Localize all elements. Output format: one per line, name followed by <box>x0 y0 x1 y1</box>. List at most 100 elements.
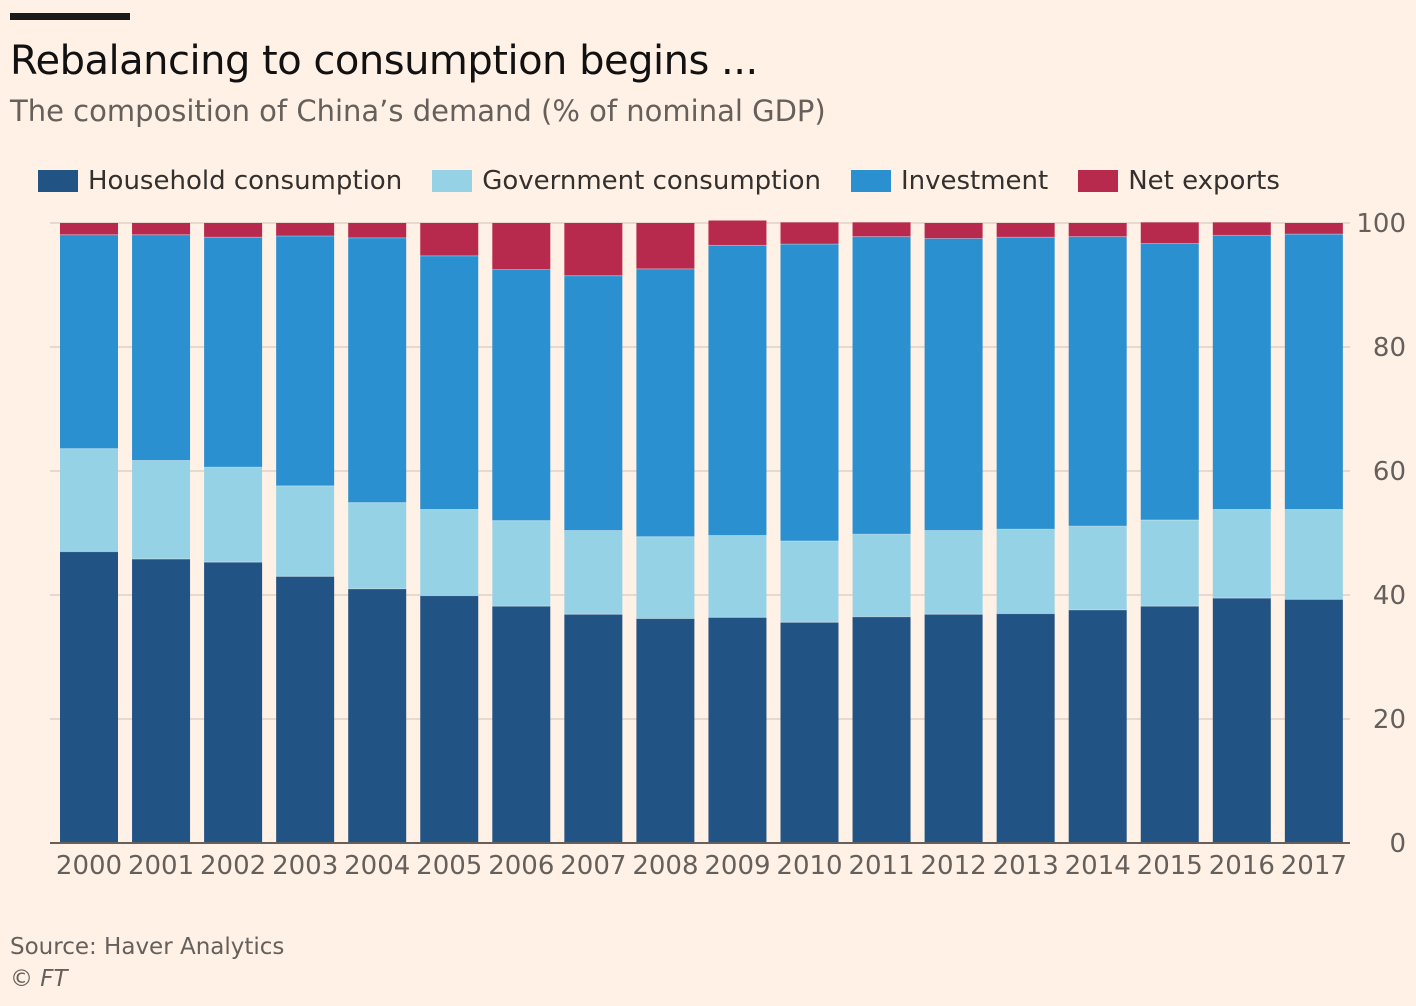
bar-segment-net-exports <box>636 223 695 269</box>
bar-segment-government <box>132 460 191 560</box>
bar-segment-investment <box>1140 243 1199 520</box>
bar-segment-investment <box>204 237 263 468</box>
bar-segment-net-exports <box>1140 222 1199 244</box>
legend-item-household: Household consumption <box>38 166 402 196</box>
bar-segment-household <box>132 559 191 843</box>
x-tick-label: 2005 <box>416 851 482 881</box>
x-tick-label: 2007 <box>560 851 626 881</box>
y-tick-label: 20 <box>1373 705 1406 735</box>
bar-segment-investment <box>996 237 1055 530</box>
x-tick-label: 2015 <box>1137 851 1203 881</box>
bar-segment-household <box>1140 606 1199 843</box>
legend-label-government: Government consumption <box>482 166 821 196</box>
x-tick-label: 2008 <box>632 851 698 881</box>
bar-segment-net-exports <box>996 223 1055 238</box>
bar-segment-investment <box>636 268 695 537</box>
legend-label-net-exports: Net exports <box>1128 166 1280 196</box>
bar-segment-net-exports <box>1212 222 1271 236</box>
legend-label-household: Household consumption <box>88 166 403 196</box>
bar-segment-household <box>636 618 695 843</box>
y-tick-label: 0 <box>1389 829 1406 859</box>
bar-segment-government <box>924 530 983 615</box>
y-tick-label: 80 <box>1373 333 1406 363</box>
y-tick-label: 100 <box>1356 209 1406 239</box>
chart-title: Rebalancing to consumption begins ... <box>10 38 758 84</box>
bar-segment-investment <box>924 238 983 531</box>
legend-swatch-investment <box>850 170 891 192</box>
bar-segment-investment <box>348 237 407 503</box>
bar-segment-net-exports <box>780 222 839 245</box>
bar-segment-household <box>420 595 479 843</box>
legend-item-investment: Investment <box>850 166 1049 196</box>
legend-label-investment: Investment <box>900 166 1049 196</box>
bar-segment-household <box>708 617 767 843</box>
bar-segment-household <box>276 576 335 843</box>
bar-segment-household <box>492 606 551 843</box>
legend-swatch-net-exports <box>1078 170 1119 192</box>
bar-segment-government <box>780 541 839 623</box>
bar-segment-net-exports <box>708 220 767 246</box>
bar-segment-government <box>204 467 263 563</box>
bar-segment-government <box>420 509 479 596</box>
x-tick-label: 2013 <box>993 851 1059 881</box>
x-tick-label: 2004 <box>344 851 410 881</box>
bar-segment-household <box>852 616 911 843</box>
legend-swatch-government <box>432 170 473 192</box>
bar-segment-investment <box>60 234 118 449</box>
bar-segment-investment <box>1212 235 1271 510</box>
bar-segment-net-exports <box>132 223 191 235</box>
bar-segment-government <box>564 530 623 615</box>
x-tick-label: 2017 <box>1281 851 1347 881</box>
bar-segment-net-exports <box>420 223 479 256</box>
bar-segment-net-exports <box>1068 223 1127 237</box>
bar-segment-investment <box>276 236 335 486</box>
bar-segment-investment <box>420 255 479 510</box>
stacked-bar-chart: 2000 2001 2002 2003 2004 2005 2006 2007 2008 2009… <box>50 209 1406 881</box>
bar-segment-household <box>60 551 118 843</box>
x-tick-label: 2003 <box>272 851 338 881</box>
bar-segment-government <box>60 448 118 552</box>
bar-segment-household <box>348 588 407 843</box>
x-tick-label: 2001 <box>128 851 194 881</box>
bar-segment-investment <box>564 275 623 531</box>
x-tick-label: 2006 <box>488 851 554 881</box>
bar-segment-household <box>564 614 623 843</box>
bar-segment-household <box>204 562 263 843</box>
y-tick-label: 60 <box>1373 457 1406 487</box>
x-tick-label: 2009 <box>704 851 770 881</box>
bar-segment-household <box>924 614 983 843</box>
bar-segment-government <box>1284 509 1343 600</box>
bar-segment-government <box>708 535 767 618</box>
bar-segment-investment <box>852 236 911 535</box>
bar-segment-government <box>276 485 335 577</box>
bar-segment-household <box>996 613 1055 843</box>
bar-segment-government <box>348 502 407 589</box>
x-tick-label: 2016 <box>1209 851 1275 881</box>
bar-segment-government <box>1068 526 1127 610</box>
y-tick-label: 40 <box>1373 581 1406 611</box>
bar-segment-net-exports <box>60 223 118 235</box>
bar-segment-government <box>636 536 695 619</box>
x-tick-label: 2010 <box>776 851 842 881</box>
source-note: Source: Haver Analytics <box>10 934 285 960</box>
legend-item-government: Government consumption <box>432 166 821 196</box>
bar-segment-investment <box>780 244 839 542</box>
bar-segment-household <box>1068 609 1127 843</box>
bar-segment-government <box>1140 519 1199 607</box>
copyright-credit: © FT <box>10 966 68 992</box>
x-tick-label: 2002 <box>200 851 266 881</box>
bar-segment-government <box>492 520 551 607</box>
bar-segment-investment <box>1284 234 1343 510</box>
legend-item-net-exports: Net exports <box>1078 166 1280 196</box>
legend: Household consumption Government consump… <box>38 166 1310 196</box>
bar-segment-household <box>1212 598 1271 843</box>
bar-segment-investment <box>708 245 767 536</box>
bar-segment-investment <box>492 269 551 521</box>
x-tick-label: 2000 <box>56 851 122 881</box>
legend-swatch-household <box>38 170 78 192</box>
x-tick-label: 2012 <box>921 851 987 881</box>
chart-subtitle: The composition of China’s demand (% of … <box>10 94 826 128</box>
bar-segment-household <box>1284 599 1343 843</box>
bar-segment-household <box>780 622 839 843</box>
bar-segment-net-exports <box>204 223 263 238</box>
